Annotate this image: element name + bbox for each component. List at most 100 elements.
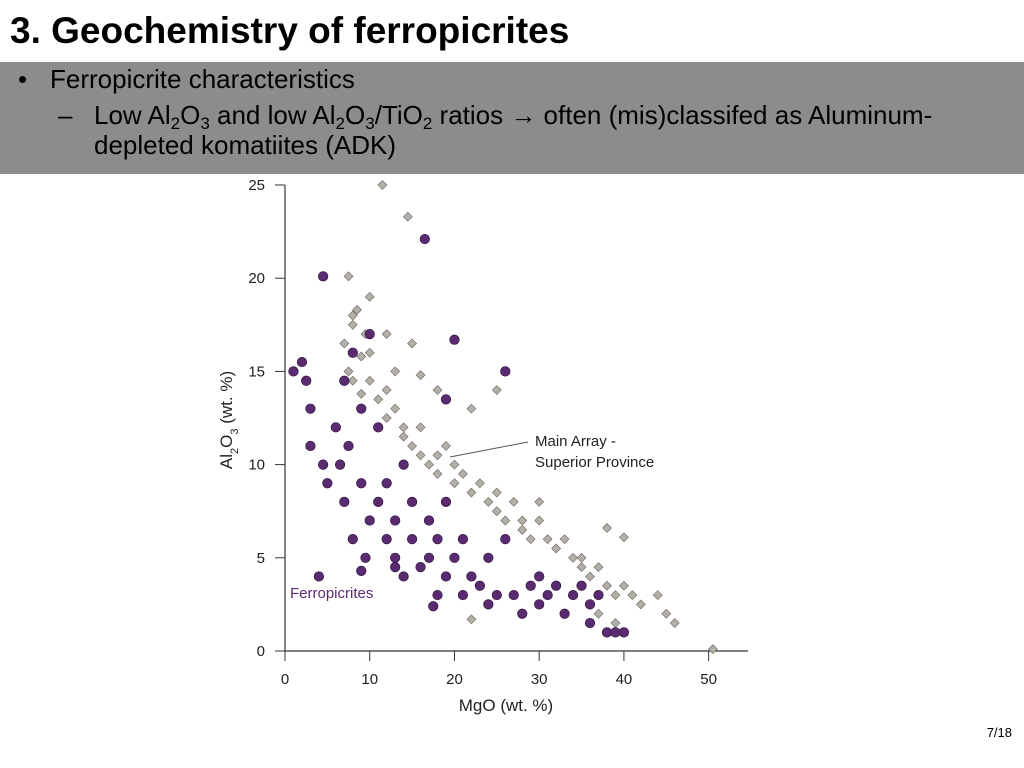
x-tick-label: 0 <box>281 671 289 688</box>
point <box>415 422 426 433</box>
point <box>610 590 621 601</box>
subscript: 2 <box>229 448 241 454</box>
subscript: 2 <box>422 114 433 133</box>
point <box>534 496 545 507</box>
point <box>627 590 638 601</box>
point <box>296 356 308 368</box>
subscript: 3 <box>365 114 375 133</box>
point <box>500 366 511 377</box>
y-tick-label: 20 <box>248 270 265 287</box>
slide-title: 3. Geochemistry of ferropicrites <box>10 10 570 51</box>
page-number: 7/18 <box>986 725 1012 740</box>
point <box>318 271 329 282</box>
x-tick-label: 40 <box>616 671 633 688</box>
point <box>406 534 418 545</box>
point <box>440 496 452 507</box>
point <box>584 617 596 629</box>
point <box>347 347 358 358</box>
point <box>390 562 401 573</box>
point <box>415 562 426 573</box>
point <box>373 496 384 507</box>
point <box>517 608 528 619</box>
point <box>390 366 401 377</box>
point <box>567 589 579 601</box>
point <box>568 552 578 563</box>
point <box>508 589 519 601</box>
point <box>352 304 362 315</box>
point <box>339 338 350 349</box>
point <box>440 571 452 582</box>
point <box>584 599 596 610</box>
point <box>593 608 604 619</box>
point <box>525 534 536 545</box>
point <box>457 534 469 545</box>
point <box>542 589 553 601</box>
point <box>373 422 384 433</box>
point <box>390 403 401 414</box>
y-tick-label: 25 <box>248 177 265 194</box>
point <box>360 552 371 563</box>
point <box>415 450 426 461</box>
point <box>356 478 367 489</box>
y-tick-label: 10 <box>248 457 265 474</box>
point <box>373 394 384 405</box>
point <box>398 571 409 582</box>
point <box>440 394 452 405</box>
point <box>534 571 545 582</box>
point <box>407 441 418 451</box>
point <box>356 565 367 576</box>
text-run: ratios → often (mis)classifed as Aluminu… <box>94 100 933 160</box>
point <box>618 532 629 543</box>
text-run: Al <box>217 454 236 469</box>
point <box>424 459 434 470</box>
point <box>390 515 401 526</box>
point <box>610 627 621 638</box>
series-label: Ferropicrites <box>290 585 373 602</box>
point <box>500 534 511 545</box>
text-run: and low Al <box>209 100 336 130</box>
point <box>318 459 329 470</box>
point <box>432 534 443 545</box>
point <box>517 524 528 535</box>
point <box>339 375 350 386</box>
point <box>313 571 324 582</box>
text-run: (wt. %) <box>217 371 236 429</box>
point <box>364 515 375 526</box>
subscript: 2 <box>170 114 181 133</box>
point <box>585 571 595 582</box>
point <box>542 534 553 545</box>
point <box>339 496 350 507</box>
point <box>534 599 545 610</box>
point <box>305 403 316 414</box>
point <box>576 580 587 591</box>
point <box>432 468 443 479</box>
point <box>508 496 519 507</box>
series-label: Main Array - <box>535 433 616 450</box>
point <box>356 351 367 362</box>
x-tick-label: 50 <box>700 671 717 688</box>
point <box>305 440 316 452</box>
point <box>419 233 430 245</box>
point <box>347 534 358 545</box>
y-tick-label: 5 <box>257 550 265 567</box>
point <box>398 459 409 470</box>
text-run: O <box>345 100 366 130</box>
point <box>491 506 502 517</box>
point <box>483 496 494 507</box>
point <box>576 552 587 563</box>
series-label: Superior Province <box>535 454 654 471</box>
point <box>364 329 375 340</box>
x-tick-label: 30 <box>531 671 548 688</box>
y-tick-label: 0 <box>257 643 265 660</box>
point <box>381 478 392 489</box>
point <box>334 459 346 470</box>
point <box>449 334 460 345</box>
x-axis-label: MgO (wt. %) <box>459 696 553 715</box>
bullet-dot: • <box>18 64 28 94</box>
point <box>364 291 375 302</box>
point <box>432 450 443 461</box>
point <box>288 366 299 377</box>
point <box>534 515 545 526</box>
